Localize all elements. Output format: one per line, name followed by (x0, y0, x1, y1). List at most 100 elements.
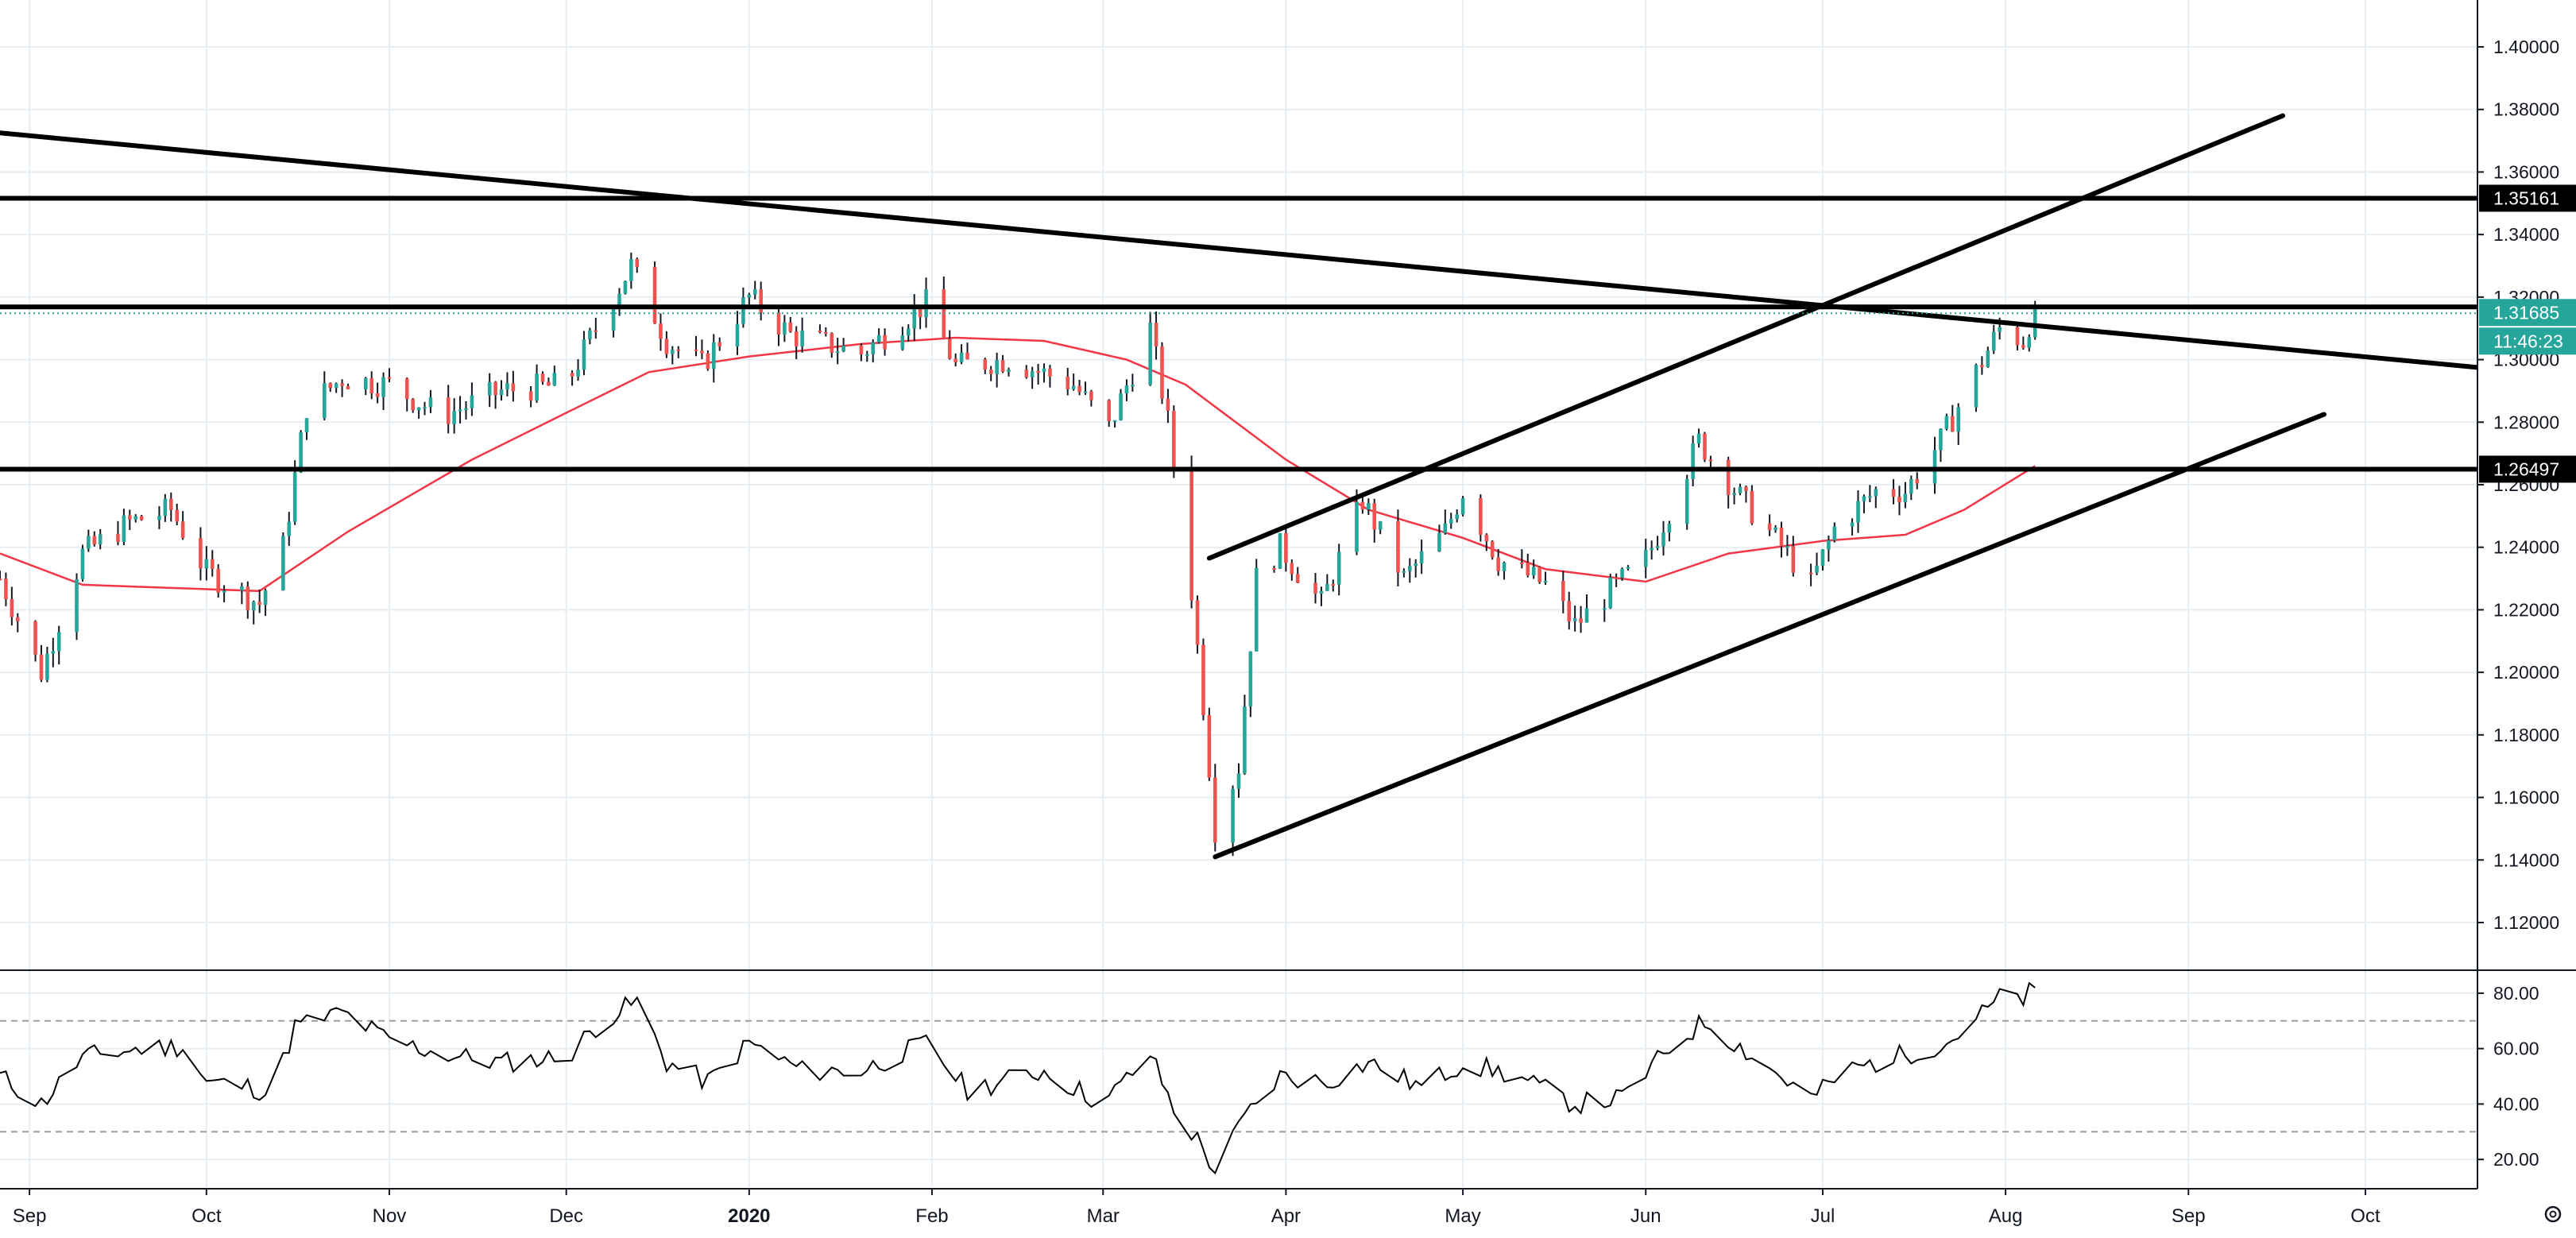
candle (404, 377, 409, 412)
last-price-tag-text: 1.31685 (2493, 302, 2559, 323)
candle (1744, 486, 1748, 503)
candle (39, 644, 44, 683)
candle-body (92, 536, 97, 545)
candle (1626, 565, 1630, 571)
candle-body (292, 472, 297, 522)
time-tick-label: Feb (915, 1205, 948, 1227)
price-tick-label: 1.34000 (2493, 224, 2559, 245)
candle-body (1372, 503, 1377, 530)
candle (1449, 513, 1453, 529)
candle-body (1077, 385, 1081, 393)
candle (912, 294, 916, 341)
candle (222, 585, 226, 602)
candle-body (139, 516, 144, 520)
candle (947, 330, 952, 360)
candle (594, 317, 598, 339)
candle-body (824, 332, 828, 335)
trendline[interactable] (1206, 113, 2286, 561)
candle-body (747, 294, 752, 298)
price-tick-label: 1.28000 (2493, 412, 2559, 432)
candle (122, 509, 126, 546)
candle-body (1667, 524, 1672, 533)
candle (1703, 431, 1707, 462)
candle (1231, 785, 1235, 857)
price-tick-label: 1.16000 (2493, 787, 2559, 808)
candle-body (1944, 416, 1949, 429)
candle-body (4, 578, 8, 599)
candle (416, 407, 421, 419)
candle-body (883, 335, 887, 350)
candle-body (1148, 323, 1152, 385)
candle (700, 339, 704, 359)
candle-body (1272, 568, 1276, 571)
candle-body (582, 339, 586, 370)
candle-body (1195, 600, 1200, 645)
candle-body (2015, 327, 2020, 346)
candle (1496, 549, 1500, 576)
candle-body (263, 590, 268, 605)
candle (0, 571, 2, 581)
candle-body (199, 538, 203, 569)
candle (381, 372, 385, 410)
candle (1950, 404, 1955, 432)
candle (1567, 591, 1572, 630)
candle-body (33, 621, 37, 655)
gear-icon[interactable] (2544, 1205, 2562, 1223)
candle-body (2021, 345, 2025, 348)
candle-body (1856, 501, 1860, 523)
candle-body (1744, 486, 1748, 491)
candle-body (1650, 547, 1654, 551)
candle-body (1832, 526, 1837, 540)
candle (995, 352, 999, 388)
candle (900, 327, 905, 351)
candle-body (1909, 479, 1913, 494)
price-tick-label: 1.18000 (2493, 725, 2559, 745)
horizontal-levels[interactable] (0, 195, 2477, 472)
candle (363, 377, 368, 396)
candle (204, 546, 209, 581)
trendline[interactable] (0, 130, 2480, 370)
candle-body (1991, 331, 1996, 351)
candle (1531, 559, 1536, 579)
candle-body (995, 360, 999, 374)
candle-body (1154, 323, 1158, 347)
price-tick-label: 1.14000 (2493, 849, 2559, 870)
candle-body (1561, 581, 1565, 602)
candle-body (1897, 497, 1901, 503)
candle (706, 350, 710, 371)
candle (1661, 520, 1665, 556)
candle-body (381, 377, 385, 397)
candle-body (423, 407, 427, 409)
candle (387, 368, 392, 383)
trendline[interactable] (1213, 412, 2327, 860)
candle-body (1691, 443, 1695, 479)
candle-body (493, 381, 497, 396)
candle (15, 613, 20, 633)
candle-body (45, 653, 49, 680)
time-tick-label: Sep (2172, 1205, 2206, 1227)
candle (1980, 356, 1984, 375)
candle (1048, 365, 1052, 388)
trendlines[interactable] (0, 113, 2480, 860)
candle-body (1708, 459, 1713, 462)
candle (671, 346, 675, 365)
candle (1909, 475, 1913, 501)
candle-body (1131, 385, 1135, 387)
candle (340, 379, 344, 397)
candle (287, 512, 292, 547)
candle-body (1290, 563, 1294, 575)
candle-body (1313, 582, 1317, 594)
candle-body (10, 598, 14, 617)
candle (1785, 535, 1789, 556)
candle-body (552, 373, 557, 386)
time-tick-label: Jun (1630, 1205, 1661, 1227)
candle (1897, 486, 1901, 516)
candle (759, 281, 763, 321)
candle-body (1407, 566, 1412, 571)
candle-body (1107, 400, 1111, 422)
candle-body (1295, 574, 1300, 583)
candle-body (375, 393, 380, 397)
candle (1112, 420, 1117, 428)
candle-body (1614, 577, 1619, 579)
